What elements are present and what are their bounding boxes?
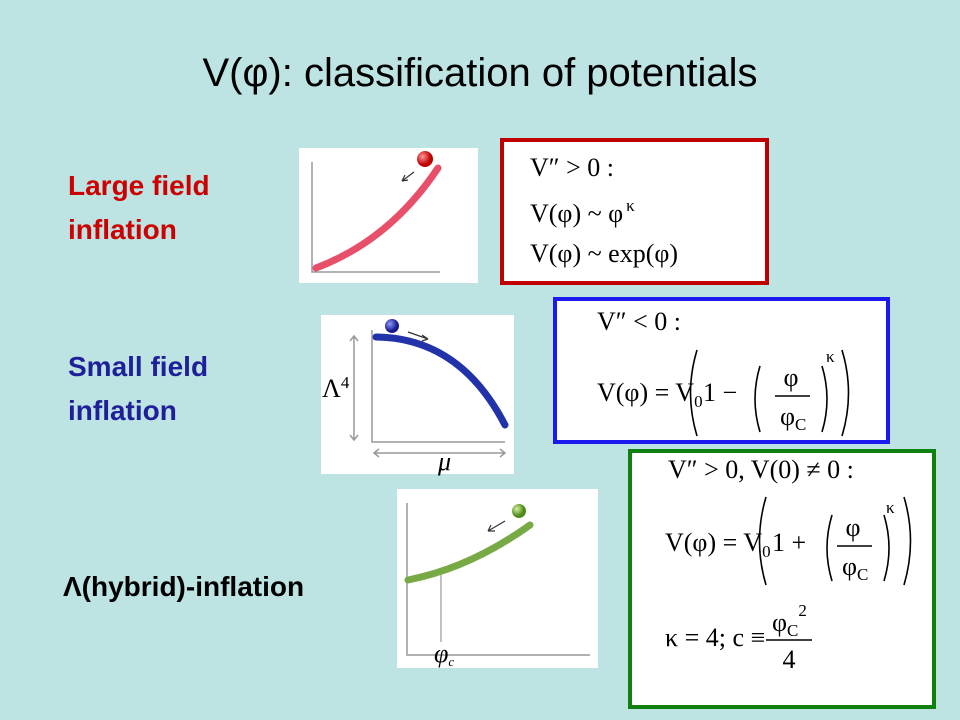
plot — [321, 315, 514, 474]
row-label: Large field — [68, 170, 210, 201]
formula-box — [500, 138, 769, 285]
formula: V″ > 0 : — [530, 153, 614, 182]
formula: φC — [780, 402, 806, 434]
formula: φC2 — [772, 601, 807, 640]
formula: V(φ) ~ exp(φ) — [530, 239, 678, 268]
row-label: inflation — [68, 214, 177, 245]
slide-title: V(φ): classification of potentials — [202, 51, 757, 95]
formula: κ — [886, 498, 895, 517]
formula: 4 — [783, 645, 796, 674]
row-label: Λ(hybrid)-inflation — [63, 571, 304, 602]
formula-box — [553, 297, 890, 444]
formula: φ — [845, 513, 860, 542]
formula-box — [628, 449, 936, 709]
formula: φ — [783, 363, 798, 392]
formula: V(φ) = V0 — [665, 528, 771, 561]
row-label: inflation — [68, 395, 177, 426]
formula: V″ > 0, V(0) ≠ 0 : — [668, 455, 854, 484]
row-label: Small field — [68, 351, 208, 382]
formula: φC — [842, 552, 868, 584]
parentheses — [689, 349, 850, 437]
axis-label: μ — [437, 447, 451, 476]
formula: 1 − — [703, 378, 737, 407]
formula: κ = 4; c ≡ — [665, 623, 765, 652]
axis-label: φc — [434, 639, 454, 669]
axis-label: Λ4 — [322, 373, 350, 403]
formula: V(φ) = V0 — [597, 378, 703, 411]
formula: V″ < 0 : — [597, 307, 681, 336]
parentheses — [758, 496, 912, 586]
plot — [299, 148, 478, 283]
formula: 1 + — [772, 528, 806, 557]
formula: κ — [826, 347, 835, 366]
plot — [397, 489, 598, 668]
